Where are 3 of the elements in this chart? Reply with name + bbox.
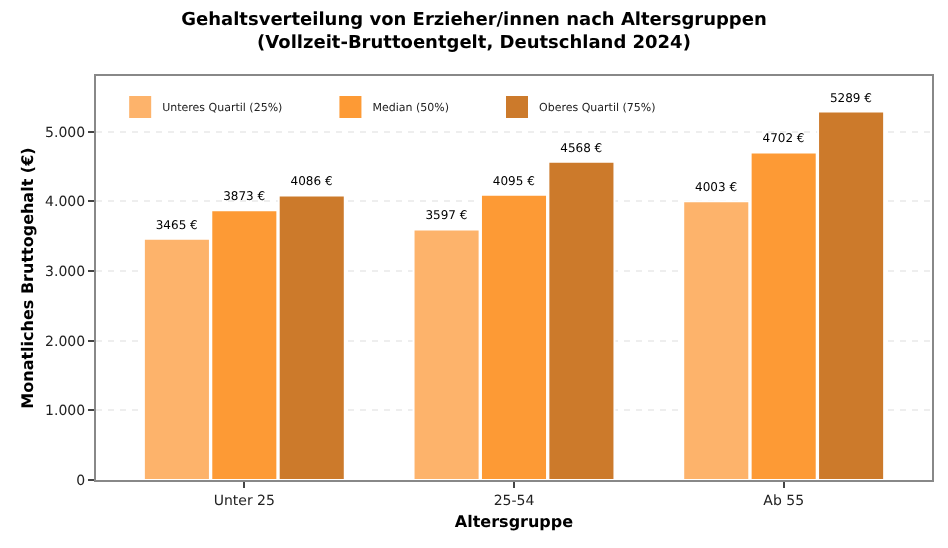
chart-title: Gehaltsverteilung von Erzieher/innen nach Altersgruppen (Vollzeit-Bruttoentgelt, Deutschland 2024) [181,10,767,55]
x-axis-title: Altersgruppe [454,513,575,531]
y-axis-title: Monatliches Bruttogehalt (€) [18,147,37,409]
